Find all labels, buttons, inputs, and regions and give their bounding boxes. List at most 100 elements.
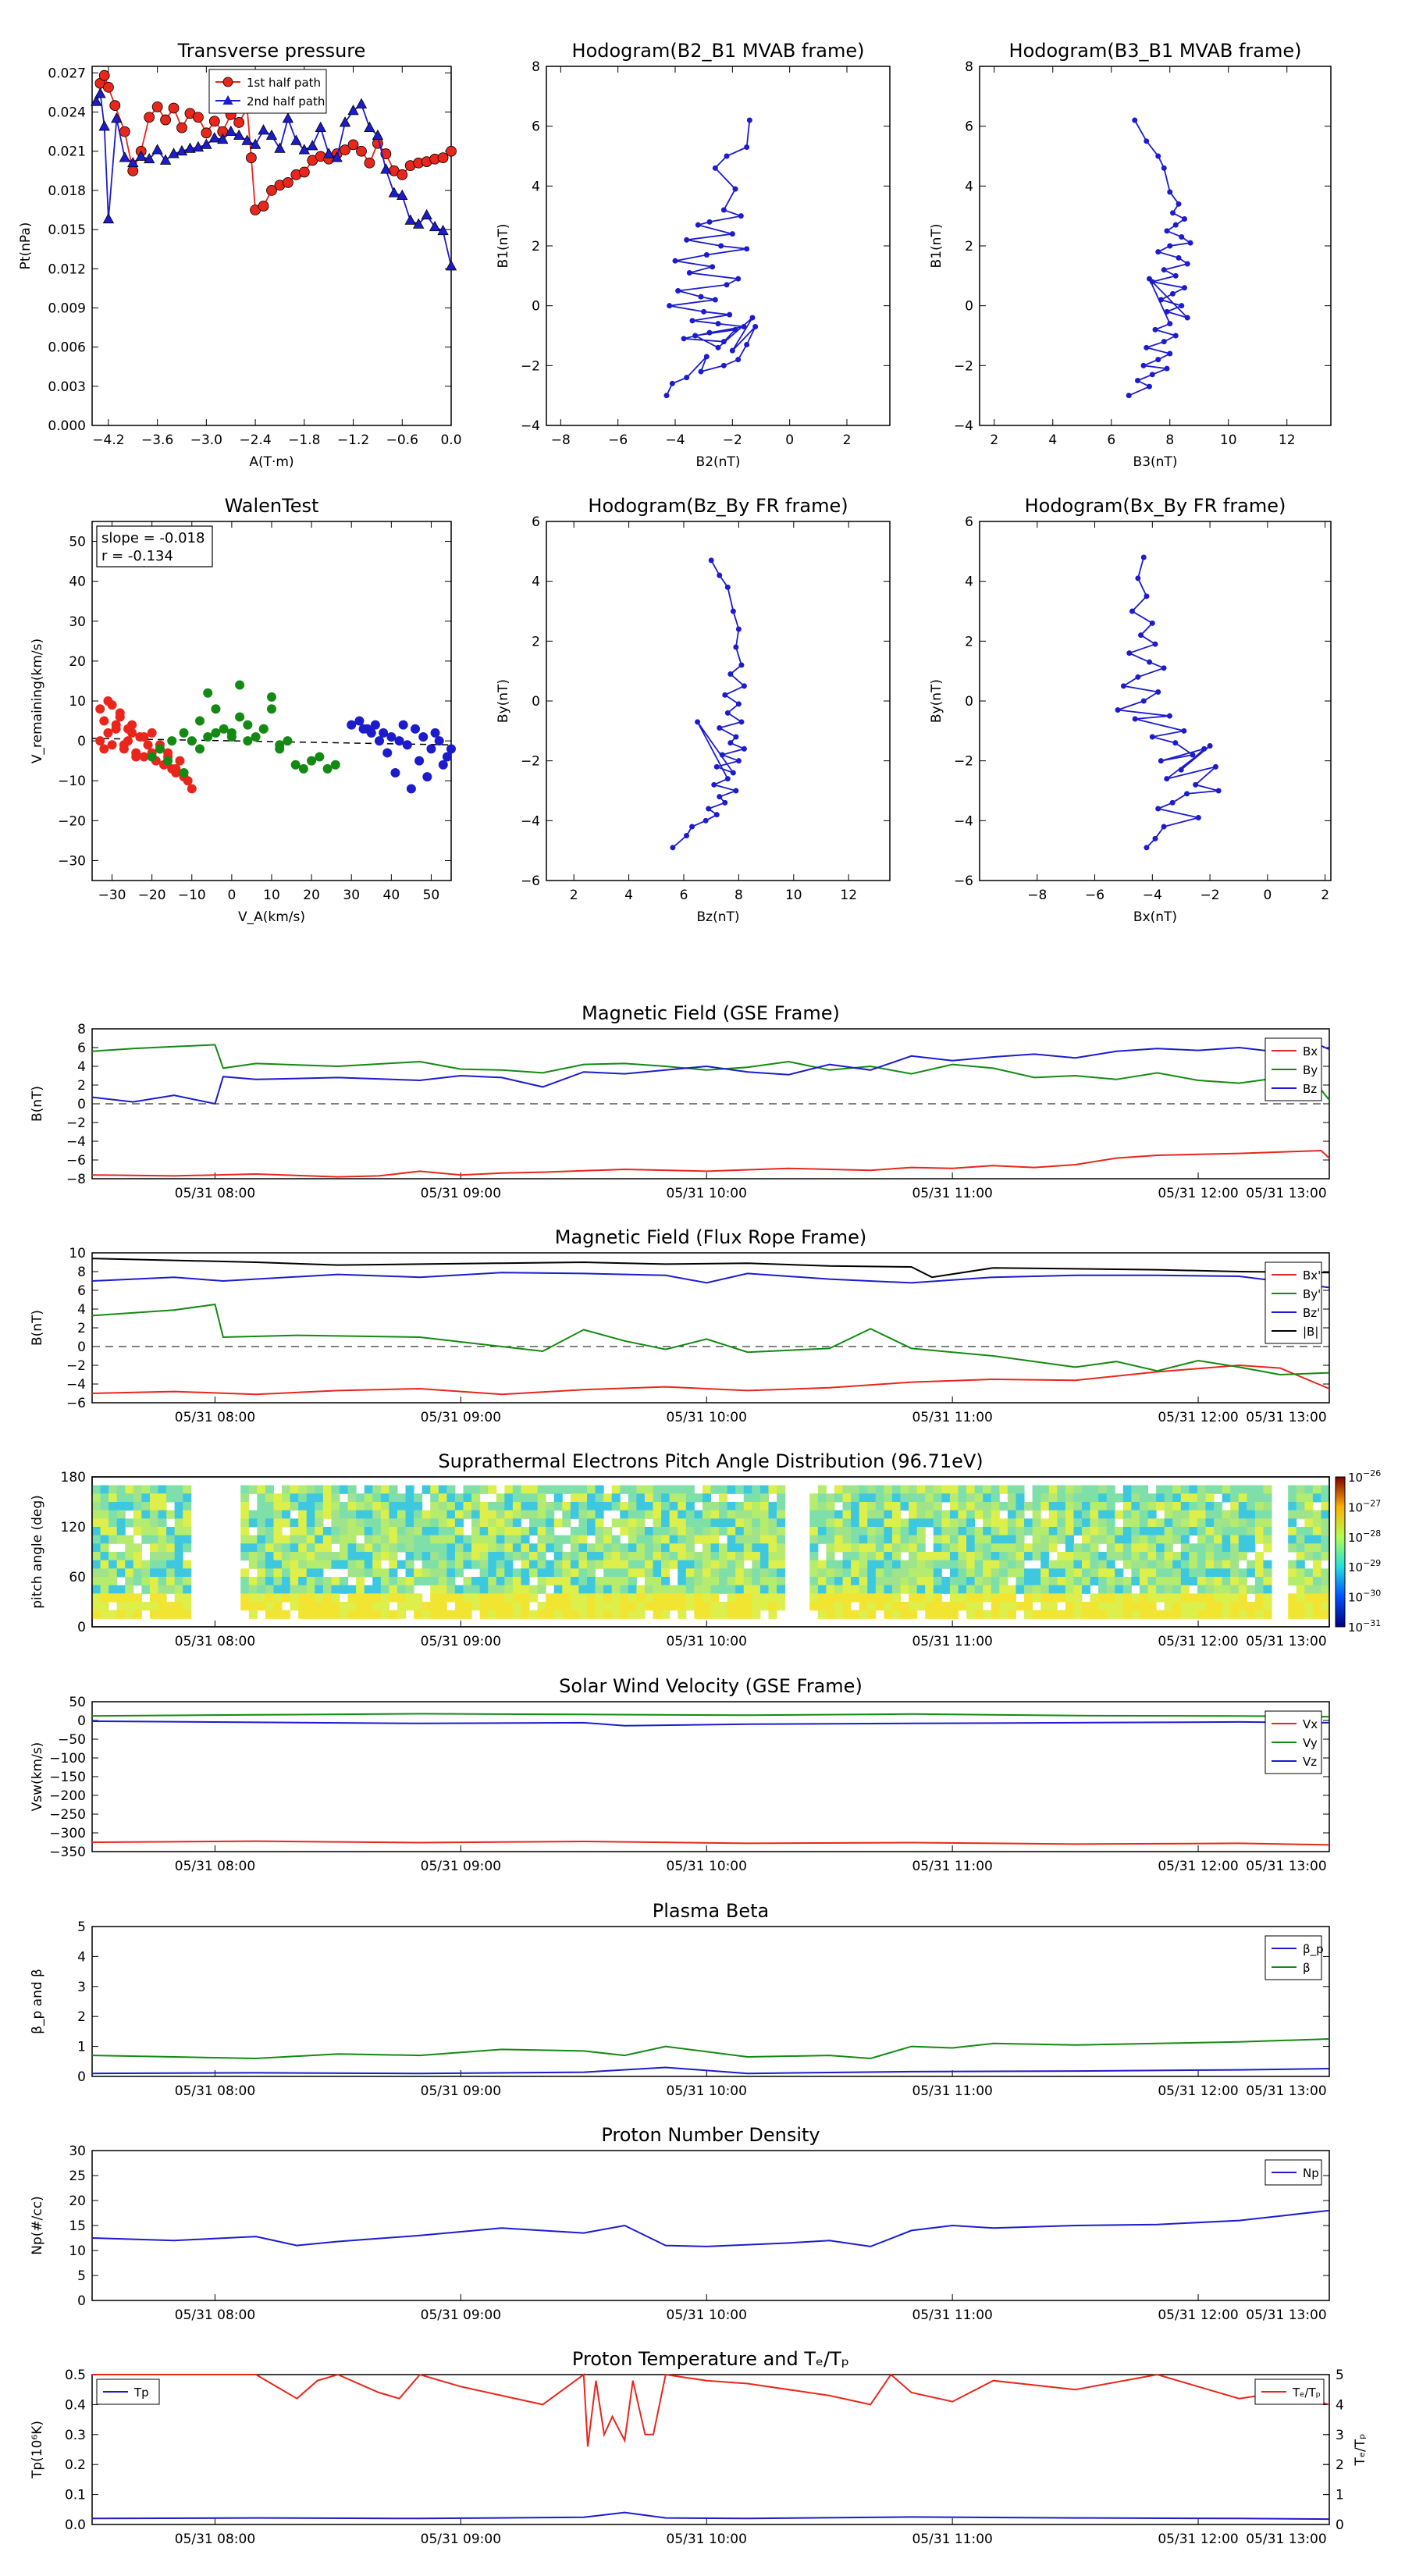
heatmap-cell — [974, 1610, 984, 1619]
heatmap-cell — [842, 1493, 852, 1503]
heatmap-cell — [603, 1527, 613, 1536]
heatmap-cell — [1288, 1502, 1297, 1511]
heatmap-cell — [1122, 1560, 1132, 1569]
heatmap-cell — [1238, 1518, 1247, 1528]
heatmap-cell — [636, 1518, 646, 1528]
heatmap-cell — [916, 1593, 926, 1603]
y-axis-label: Pt(nPa) — [18, 222, 34, 270]
heatmap-cell — [553, 1560, 563, 1569]
heatmap-cell — [1312, 1535, 1321, 1544]
heatmap-cell — [909, 1610, 918, 1619]
heatmap-cell — [306, 1535, 315, 1544]
heatmap-cell — [405, 1593, 414, 1603]
heatmap-cell — [1048, 1560, 1058, 1569]
heatmap-cell — [949, 1535, 959, 1544]
heatmap-cell — [727, 1610, 736, 1619]
heatmap-cell — [669, 1535, 678, 1544]
heatmap-cell — [735, 1610, 745, 1619]
heatmap-cell — [916, 1577, 926, 1586]
heatmap-cell — [265, 1593, 274, 1603]
heatmap-cell — [1090, 1510, 1099, 1519]
heatmap-cell — [306, 1510, 315, 1519]
heatmap-cell — [315, 1527, 324, 1536]
heatmap-cell — [611, 1552, 621, 1561]
heatmap-cell — [1230, 1527, 1240, 1536]
y-tick-label: 0.4 — [65, 2397, 86, 2413]
heatmap-cell — [454, 1552, 464, 1561]
heatmap-cell — [529, 1585, 539, 1594]
heatmap-cell — [240, 1585, 250, 1594]
heatmap-cell — [504, 1610, 514, 1619]
heatmap-cell — [380, 1493, 389, 1503]
heatmap-cell — [587, 1543, 596, 1553]
heatmap-cell — [1214, 1593, 1223, 1603]
heatmap-cell — [372, 1527, 382, 1536]
x-tick-label: −20 — [138, 888, 166, 903]
heatmap-cell — [1197, 1527, 1206, 1536]
heatmap-cell — [1122, 1510, 1132, 1519]
heatmap-cell — [1254, 1502, 1264, 1511]
heatmap-cell — [116, 1593, 126, 1603]
heatmap-cell — [389, 1535, 398, 1544]
heatmap-cell — [446, 1535, 456, 1544]
heatmap-cell — [1057, 1552, 1066, 1561]
heatmap-cell — [488, 1502, 497, 1511]
heatmap-cell — [595, 1485, 604, 1494]
heatmap-cell — [1048, 1610, 1058, 1619]
heatmap-cell — [504, 1527, 514, 1536]
heatmap-cell — [678, 1577, 687, 1586]
heatmap-cell — [933, 1602, 942, 1611]
y-tick-label: −2 — [521, 358, 540, 374]
heatmap-cell — [1122, 1585, 1132, 1594]
heatmap-cell — [364, 1610, 373, 1619]
x-tick-label: 05/31 08:00 — [175, 2532, 255, 2547]
heatmap-cell — [710, 1552, 720, 1561]
heatmap-cell — [100, 1527, 109, 1536]
heatmap-cell — [1254, 1602, 1264, 1611]
y-tick-label: −6 — [521, 873, 540, 889]
heatmap-cell — [141, 1518, 151, 1528]
heatmap-cell — [768, 1602, 777, 1611]
data-point — [701, 308, 707, 315]
heatmap-cell — [603, 1610, 613, 1619]
heatmap-cell — [826, 1610, 835, 1619]
colorbar-label: 10−30 — [1348, 1589, 1381, 1605]
heatmap-cell — [1098, 1493, 1108, 1503]
heatmap-cell — [958, 1502, 967, 1511]
heatmap-cell — [768, 1510, 777, 1519]
heatmap-cell — [183, 1610, 192, 1619]
heatmap-cell — [1254, 1610, 1264, 1619]
heatmap-cell — [356, 1585, 365, 1594]
data-point — [193, 112, 204, 123]
heatmap-cell — [999, 1585, 1008, 1594]
data-point — [1152, 835, 1158, 841]
heatmap-cell — [100, 1535, 109, 1544]
heatmap-cell — [710, 1602, 720, 1611]
heatmap-cell — [1156, 1568, 1165, 1578]
heatmap-cell — [1139, 1560, 1149, 1569]
y-tick-label: −4 — [66, 1377, 86, 1393]
heatmap-cell — [265, 1543, 274, 1553]
heatmap-cell — [265, 1560, 274, 1569]
heatmap-cell — [653, 1493, 662, 1503]
data-point — [706, 806, 712, 812]
data-point — [179, 768, 189, 777]
data-point — [187, 784, 197, 794]
data-point — [267, 692, 276, 702]
heatmap-cell — [685, 1543, 695, 1553]
x-tick-label: −10 — [178, 888, 206, 903]
x-tick-label: 05/31 09:00 — [421, 1410, 501, 1425]
data-point — [446, 744, 456, 754]
heatmap-cell — [1254, 1518, 1264, 1528]
data-point — [322, 763, 333, 774]
heatmap-cell — [430, 1518, 439, 1528]
heatmap-cell — [1304, 1593, 1314, 1603]
heatmap-cell — [1032, 1518, 1041, 1528]
heatmap-cell — [570, 1493, 579, 1503]
heatmap-cell — [966, 1593, 976, 1603]
heatmap-cell — [1230, 1585, 1240, 1594]
heatmap-cell — [834, 1585, 844, 1594]
data-point — [684, 237, 690, 243]
heatmap-cell — [240, 1502, 250, 1511]
heatmap-cell — [694, 1535, 703, 1544]
